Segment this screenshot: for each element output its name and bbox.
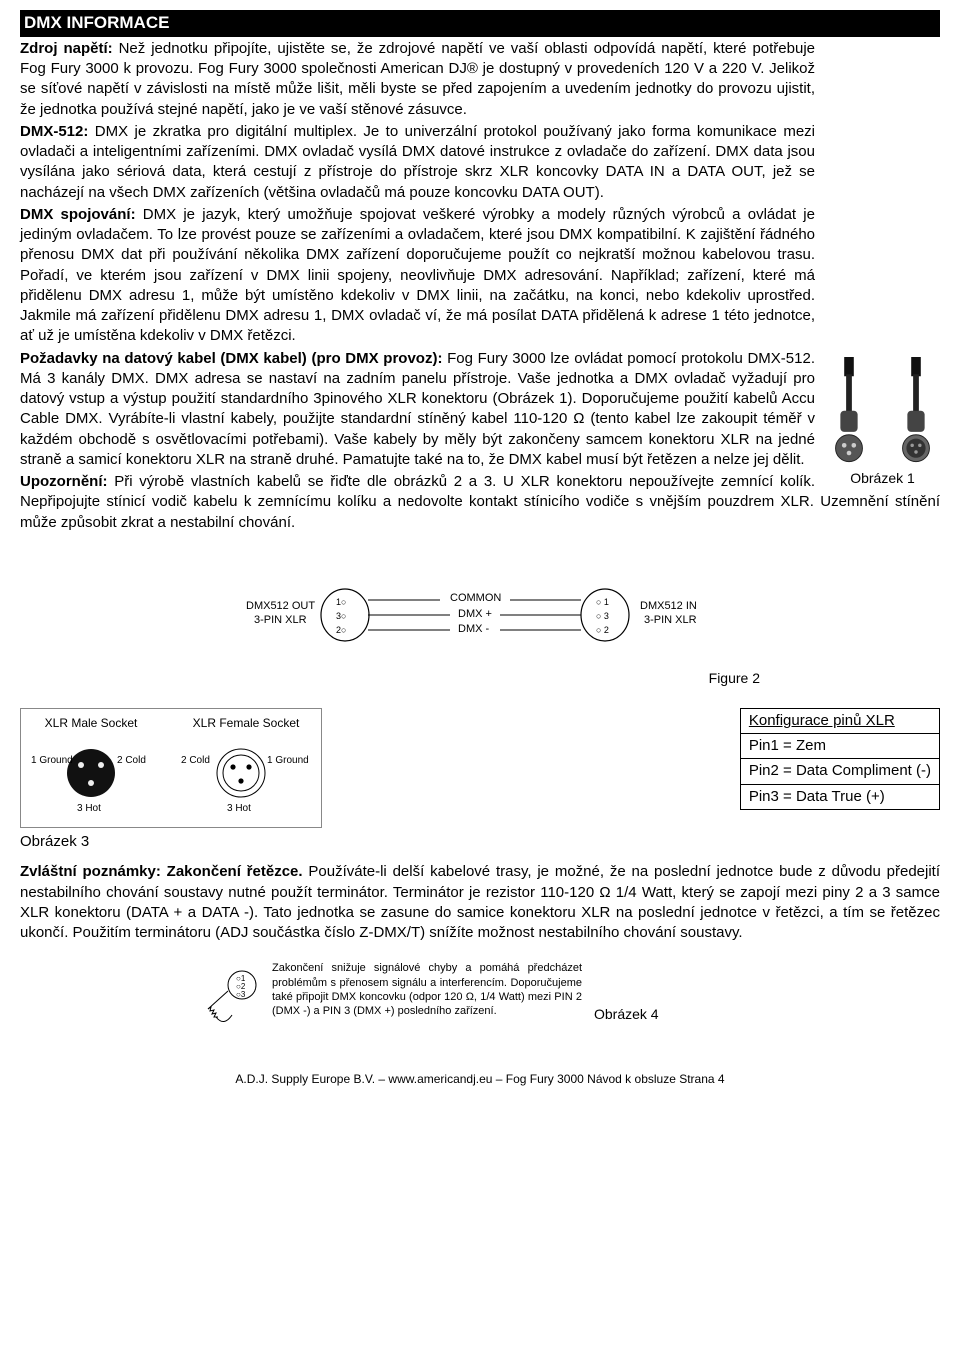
figure-2: 1○ 3○ 2○ ○ 1 ○ 3 ○ 2 COMMON DMX + DMX - … [20,555,940,688]
figure-4: ○1 ○2 ○3 Zakončení snižuje signálové chy… [190,961,940,1031]
figure-1: Obrázek 1 [825,357,940,487]
svg-text:○3: ○3 [236,990,246,999]
svg-text:3 Hot: 3 Hot [227,803,251,814]
svg-text:○ 1: ○ 1 [596,597,609,607]
pin-config-header: Konfigurace pinů XLR [740,708,939,733]
xlr-male-title: XLR Male Socket [31,715,151,731]
section-header: DMX INFORMACE [20,10,940,37]
pin-config-table: Konfigurace pinů XLR Pin1 = Zem Pin2 = D… [740,708,940,810]
page-footer: A.D.J. Supply Europe B.V. – www.american… [20,1071,940,1087]
figure-2-caption: Figure 2 [200,669,760,688]
terminator-text: Zakončení snižuje signálové chyby a pomá… [272,961,582,1018]
svg-text:2 Cold: 2 Cold [117,755,146,766]
special-notes: Zvláštní poznámky: Zakončení řetězce. Po… [20,862,940,943]
svg-text:2 Cold: 2 Cold [181,755,210,766]
svg-text:3○: 3○ [336,611,346,621]
figure-4-caption: Obrázek 4 [594,1005,659,1024]
figure-1-caption: Obrázek 1 [825,469,940,488]
svg-text:1○: 1○ [336,597,346,607]
svg-text:○ 3: ○ 3 [596,611,609,621]
svg-text:DMX512 IN: DMX512 IN [640,600,697,612]
body-text: Zdroj napětí: Než jednotku připojíte, uj… [20,39,940,533]
svg-text:DMX +: DMX + [458,608,492,620]
xlr-female-icon [892,357,940,463]
svg-text:DMX512 OUT: DMX512 OUT [246,600,315,612]
pin-row: Pin3 = Data True (+) [740,784,939,809]
svg-text:3 Hot: 3 Hot [77,803,101,814]
pin-row: Pin2 = Data Compliment (-) [740,759,939,784]
figure-3: XLR Male Socket 1 Ground 2 Cold 3 Hot [20,708,322,828]
svg-text:○ 2: ○ 2 [596,625,609,635]
svg-text:2○: 2○ [336,625,346,635]
svg-text:1 Ground: 1 Ground [267,755,309,766]
svg-text:3-PIN XLR: 3-PIN XLR [644,614,697,626]
figure-3-caption: Obrázek 3 [20,832,322,852]
xlr-female-title: XLR Female Socket [181,715,311,731]
svg-text:COMMON: COMMON [450,592,501,604]
pin-row: Pin1 = Zem [740,734,939,759]
terminator-icon: ○1 ○2 ○3 [190,961,260,1031]
svg-text:DMX -: DMX - [458,623,490,635]
svg-text:3-PIN XLR: 3-PIN XLR [254,614,307,626]
xlr-male-icon [825,357,873,463]
svg-text:1 Ground: 1 Ground [31,755,73,766]
